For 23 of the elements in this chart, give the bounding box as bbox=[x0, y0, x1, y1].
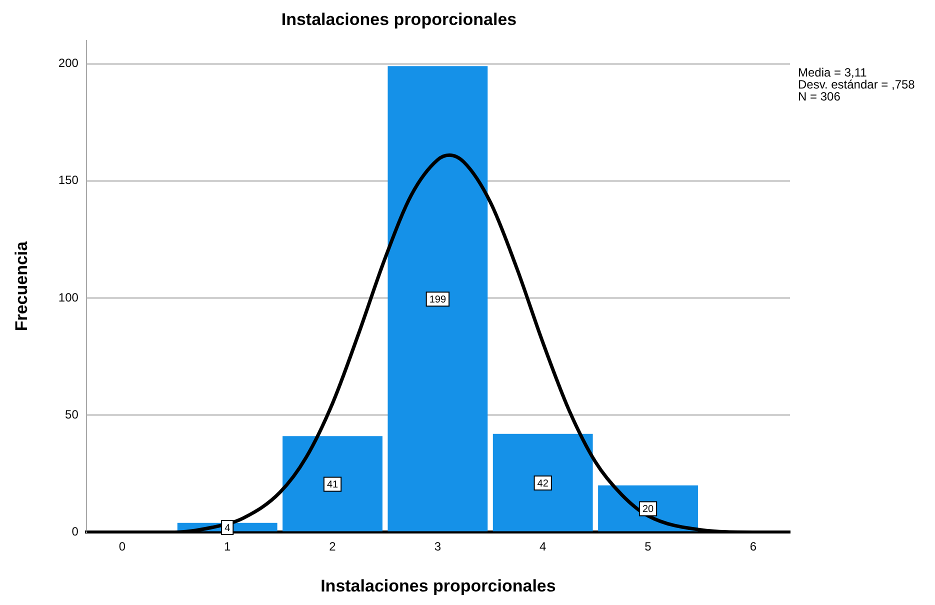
data-label: 42 bbox=[537, 478, 549, 490]
text: Media = 3,11 bbox=[798, 66, 868, 80]
text: N = 306 bbox=[798, 90, 841, 104]
x-tick-label: 0 bbox=[118, 540, 126, 554]
x-tick-label: 4 bbox=[540, 540, 547, 554]
x-tick-label: 6 bbox=[750, 540, 757, 554]
data-label: 41 bbox=[326, 479, 339, 490]
data-label: 20 bbox=[642, 504, 654, 516]
y-tick-label: 150 bbox=[58, 173, 79, 188]
text: Desv. estándar = ,758 bbox=[798, 78, 916, 92]
y-tick-label: 200 bbox=[58, 56, 79, 70]
y-tick-label: 50 bbox=[65, 407, 79, 422]
x-tick-label: 2 bbox=[329, 540, 336, 554]
x-tick-label: 3 bbox=[434, 540, 442, 554]
data-label: 199 bbox=[429, 294, 446, 306]
x-tick-label: 5 bbox=[644, 540, 652, 554]
x-axis-title: Instalaciones proporcionales bbox=[320, 576, 556, 596]
x-tick-label: 1 bbox=[224, 540, 232, 554]
y-axis-title: Frecuencia bbox=[12, 240, 31, 332]
y-tick-label: 0 bbox=[72, 524, 79, 539]
data-label: 4 bbox=[224, 522, 231, 534]
y-tick-label: 100 bbox=[58, 290, 79, 304]
chart-title: Instalaciones proporcionales bbox=[281, 10, 517, 29]
